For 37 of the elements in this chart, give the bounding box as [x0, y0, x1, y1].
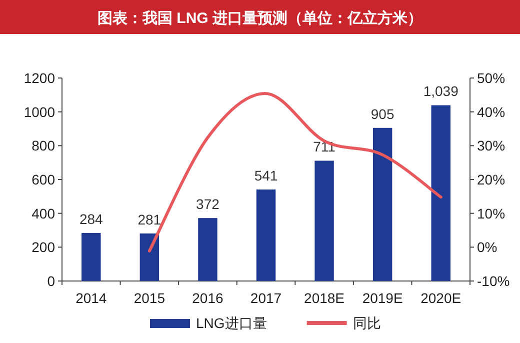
y2-tick-label: 50%: [477, 70, 506, 86]
chart-title: 图表：我国 LNG 进口量预测（单位：亿立方米）: [98, 9, 422, 27]
data-label: 372: [196, 196, 220, 212]
y2-tick-label: 0%: [477, 239, 498, 256]
legend-label: LNG进口量: [196, 315, 267, 331]
y2-tick-label: 30%: [477, 138, 506, 154]
y-tick-label: 0: [47, 273, 56, 289]
y-tick-label: 600: [32, 172, 56, 188]
bar: [256, 189, 276, 281]
y-tick-label: 800: [32, 138, 56, 154]
bar: [372, 128, 392, 281]
y-tick-label: 1000: [24, 104, 56, 120]
y-tick-label: 1200: [24, 70, 56, 86]
data-label: 284: [79, 210, 104, 227]
y-tick-label: 200: [32, 239, 56, 256]
bar: [82, 232, 101, 281]
x-tick-label: 2015: [134, 290, 166, 306]
data-label: 281: [138, 211, 162, 228]
bar: [140, 233, 160, 281]
bar: [198, 218, 218, 281]
y2-tick-label: -10%: [477, 273, 510, 289]
y2-tick-label: 20%: [477, 172, 506, 188]
x-tick-label: 2018E: [304, 290, 345, 306]
data-label: 905: [370, 106, 394, 122]
x-tick-label: 2020E: [420, 290, 462, 306]
bar: [314, 160, 334, 281]
y2-tick-label: 40%: [477, 104, 506, 120]
x-tick-label: 2014: [76, 290, 107, 306]
y2-tick-label: 10%: [477, 205, 506, 222]
x-tick-label: 2016: [192, 290, 224, 306]
x-tick-label: 2017: [250, 290, 282, 306]
x-tick-label: 2019E: [362, 290, 403, 306]
data-label: 1,039: [423, 83, 459, 100]
data-label: 541: [254, 167, 278, 184]
bar: [431, 105, 450, 281]
y-tick-label: 400: [32, 205, 56, 222]
legend-label: 同比: [352, 315, 381, 331]
